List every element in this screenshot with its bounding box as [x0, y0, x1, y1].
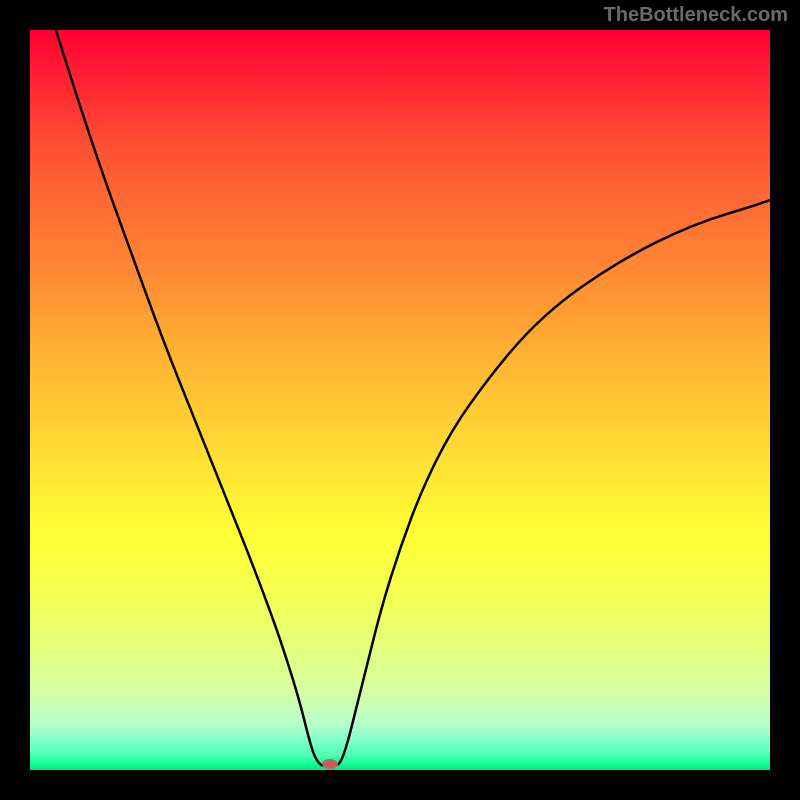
curve-path — [56, 30, 770, 766]
chart-plot-area — [30, 30, 770, 770]
minimum-marker — [322, 759, 338, 769]
watermark-text: TheBottleneck.com — [604, 4, 788, 27]
bottleneck-curve — [30, 30, 770, 770]
